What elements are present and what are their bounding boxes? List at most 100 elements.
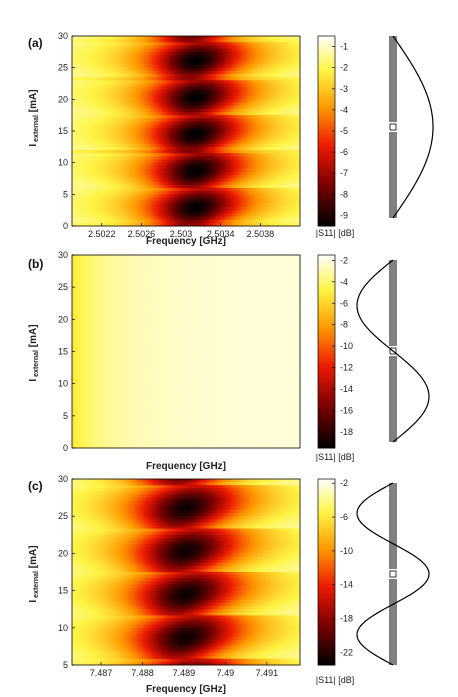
heatmap-cell (216, 42, 219, 46)
heatmap-cell (236, 55, 239, 59)
heatmap-cell (202, 150, 205, 154)
heatmap-cell (84, 42, 87, 46)
heatmap-cell (292, 115, 295, 119)
heatmap-cell (72, 89, 75, 94)
heatmap-cell (102, 102, 105, 107)
heatmap-cell (134, 108, 137, 113)
heatmap-cell (294, 150, 297, 154)
heatmap-cell (240, 93, 243, 97)
heatmap-cell (146, 99, 149, 103)
heatmap-cell (270, 67, 273, 72)
heatmap-cell (272, 108, 275, 113)
heatmap-cell (250, 150, 253, 154)
heatmap-cell (248, 42, 251, 46)
heatmap-cell (86, 64, 89, 69)
heatmap-cell (206, 134, 209, 138)
heatmap-cell (206, 83, 209, 88)
heatmap-cell (194, 74, 197, 78)
heatmap-cell (162, 134, 165, 138)
heatmap-cell (286, 64, 289, 69)
heatmap-cell (184, 143, 187, 148)
heatmap-cell (264, 77, 267, 81)
heatmap-cell (160, 121, 163, 126)
heatmap-cell (294, 36, 297, 40)
heatmap-cell (172, 96, 175, 100)
heatmap-cell (108, 70, 111, 75)
heatmap-cell (278, 64, 281, 69)
heatmap-cell (244, 96, 247, 100)
heatmap-cell (154, 115, 157, 119)
heatmap-cell (286, 112, 289, 116)
heatmap-cell (162, 83, 165, 88)
heatmap-cell (224, 61, 227, 65)
heatmap-cell (128, 162, 131, 167)
heatmap-cell (80, 150, 83, 154)
heatmap-cell (212, 58, 215, 62)
heatmap-cell (122, 39, 125, 43)
heatmap-cell (290, 39, 293, 43)
heatmap-cell (196, 134, 199, 138)
heatmap-cell (94, 150, 97, 154)
heatmap-cell (76, 108, 79, 113)
heatmap-cell (180, 159, 183, 164)
heatmap-cell (128, 131, 131, 135)
heatmap-cell (188, 153, 191, 157)
heatmap-cell (238, 36, 241, 40)
heatmap-cell (240, 159, 243, 164)
heatmap-cell (160, 89, 163, 94)
heatmap-cell (238, 108, 241, 113)
heatmap-cell (286, 105, 289, 110)
heatmap-cell (298, 121, 301, 126)
heatmap-cell (152, 96, 155, 100)
heatmap-cell (86, 105, 89, 110)
heatmap-cell (266, 146, 269, 151)
heatmap-cell (202, 86, 205, 91)
heatmap-cell (286, 42, 289, 46)
heatmap-cell (74, 70, 77, 75)
heatmap-cell (282, 55, 285, 59)
heatmap-cell (102, 36, 105, 40)
heatmap-cell (144, 77, 147, 81)
heatmap-cell (184, 39, 187, 43)
heatmap-cell (162, 121, 165, 126)
heatmap-cell (298, 61, 301, 65)
heatmap-cell (274, 137, 277, 141)
heatmap-cell (236, 140, 239, 145)
heatmap-cell (264, 64, 267, 69)
heatmap-cell (100, 134, 103, 138)
heatmap-cell (114, 146, 117, 151)
heatmap-cell (186, 134, 189, 138)
heatmap-cell (210, 102, 213, 107)
heatmap-cell (278, 36, 281, 40)
heatmap-cell (298, 105, 301, 110)
heatmap-cell (112, 93, 115, 97)
heatmap-cell (94, 83, 97, 88)
heatmap-cell (230, 70, 233, 75)
heatmap-cell (196, 150, 199, 154)
heatmap-cell (260, 127, 263, 132)
heatmap-cell (168, 118, 171, 122)
heatmap-cell (204, 99, 207, 103)
heatmap-cell (160, 102, 163, 107)
heatmap-cell (284, 165, 287, 170)
heatmap-cell (264, 162, 267, 167)
heatmap-cell (140, 143, 143, 148)
heatmap-cell (270, 127, 273, 132)
heatmap-cell (256, 67, 259, 72)
heatmap-cell (234, 127, 237, 132)
heatmap-cell (182, 131, 185, 135)
heatmap-cell (140, 127, 143, 132)
heatmap-cell (186, 115, 189, 119)
heatmap-cell (276, 118, 279, 122)
heatmap-cell (152, 80, 155, 84)
heatmap-cell (206, 124, 209, 129)
heatmap-cell (112, 83, 115, 88)
heatmap-cell (104, 156, 107, 160)
heatmap-cell (176, 169, 179, 173)
heatmap-cell (284, 102, 287, 107)
heatmap-cell (270, 93, 273, 97)
heatmap-cell (86, 80, 89, 84)
heatmap-cell (220, 45, 223, 50)
heatmap-cell (174, 105, 177, 110)
heatmap-cell (296, 55, 299, 59)
